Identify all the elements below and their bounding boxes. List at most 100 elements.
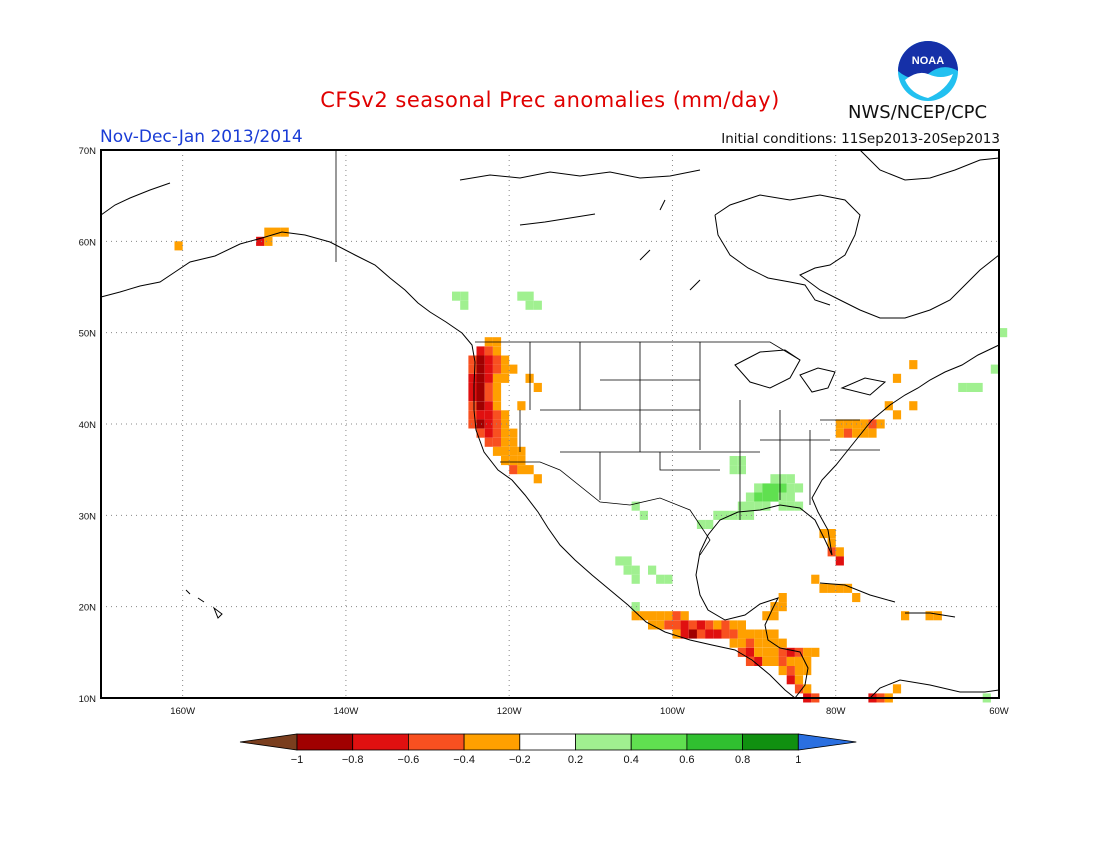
anomaly-cell [484,382,493,392]
anomaly-cell [852,593,861,603]
anomaly-cell [794,656,804,666]
anomaly-cell [754,647,763,657]
anomaly-cell [713,510,722,520]
anomaly-cell [835,428,844,438]
border [500,461,711,556]
lon-label: 80W [826,706,846,717]
anomaly-cell [468,355,477,365]
anomaly-cell [794,666,804,676]
anomaly-cell [492,446,502,456]
anomaly-cell [745,492,755,502]
anomaly-cell [476,382,485,392]
anomaly-cell [525,291,534,301]
anomaly-cell [460,300,469,310]
colorbar-tick-label: −0.2 [509,754,531,766]
colorbar-tick-label: −0.8 [342,754,364,766]
anomaly-cell [476,355,485,365]
border [475,341,801,361]
anomaly-cell [656,574,665,584]
anomaly-cell [819,583,828,593]
anomaly-cell [705,519,714,529]
colorbar-tick-label: 1 [795,754,801,766]
lat-label: 50N [79,329,97,340]
coastline [459,169,701,181]
anomaly-cell [509,428,518,438]
anomaly-cell [770,629,779,639]
anomaly-cell [786,492,795,502]
anomaly-cell [705,620,714,630]
anomaly-cell [656,611,665,621]
anomaly-cell [762,611,771,621]
coastline [869,679,1000,699]
anomaly-cell [501,373,510,383]
anomaly-cell [631,565,640,575]
anomaly-cell [460,291,469,301]
anomaly-cell [860,419,869,429]
lat-label: 10N [79,694,97,705]
anomaly-cell [517,446,526,456]
coastline [819,582,956,618]
anomaly-cell [721,510,730,520]
anomaly-cell [664,611,673,621]
anomaly-cell [892,373,902,383]
anomaly-cell [811,647,820,657]
anomaly-cell [737,638,746,648]
anomaly-cell [631,501,640,511]
anomaly-cell [860,428,869,438]
anomaly-cell [517,456,526,466]
anomaly-cell [778,501,787,511]
anomaly-cell [713,620,722,630]
anomaly-cell [696,620,706,630]
anomaly-cells [174,227,1008,703]
anomaly-cell [501,428,510,438]
anomaly-cell [484,355,493,365]
anomaly-cell [492,346,502,356]
colorbar-tick-label: 0.8 [735,754,750,766]
anomaly-cell [933,611,942,621]
colorbar-segment [686,733,744,751]
initial-conditions: Initial conditions: 11Sep2013-20Sep2013 [721,131,1000,147]
anomaly-cell [468,364,477,374]
anomaly-cell [492,382,502,392]
anomaly-cell [762,483,771,493]
anomaly-cell [754,656,763,666]
colorbar-segment [742,733,799,751]
anomaly-cell [492,428,502,438]
anomaly-cell [639,510,648,520]
anomaly-cell [509,456,518,466]
anomaly-cell [484,392,493,402]
anomaly-cell [509,364,518,374]
anomaly-cell [696,519,706,529]
coastline [714,194,1000,319]
anomaly-cell [770,656,779,666]
anomaly-cell [786,647,795,657]
anomaly-cell [778,602,787,612]
anomaly-cell [966,382,975,392]
anomaly-cell [868,419,877,429]
anomaly-cell [721,620,730,630]
anomaly-cell [786,656,795,666]
anomaly-cell [492,373,502,383]
anomaly-cell [958,382,967,392]
anomaly-cell [696,629,706,639]
anomaly-cell [770,611,779,621]
lon-label: 100W [660,706,685,717]
anomaly-cell [688,620,697,630]
lat-label: 30N [79,511,97,522]
coastline [639,199,701,291]
anomaly-cell [852,428,861,438]
anomaly-cell [476,428,485,438]
colorbar-high-arrow [797,733,857,751]
anomaly-cell [745,629,755,639]
anomaly-cell [876,419,885,429]
coastline [734,349,801,389]
anomaly-cell [631,574,640,584]
anomaly-cell [762,647,771,657]
anomaly-cell [868,428,877,438]
anomaly-cell [794,675,804,685]
period-label: Nov-Dec-Jan 2013/2014 [100,127,303,147]
anomaly-cell [770,483,779,493]
anomaly-cell [745,647,755,657]
anomaly-cell [656,620,665,630]
anomaly-cell [272,227,281,237]
